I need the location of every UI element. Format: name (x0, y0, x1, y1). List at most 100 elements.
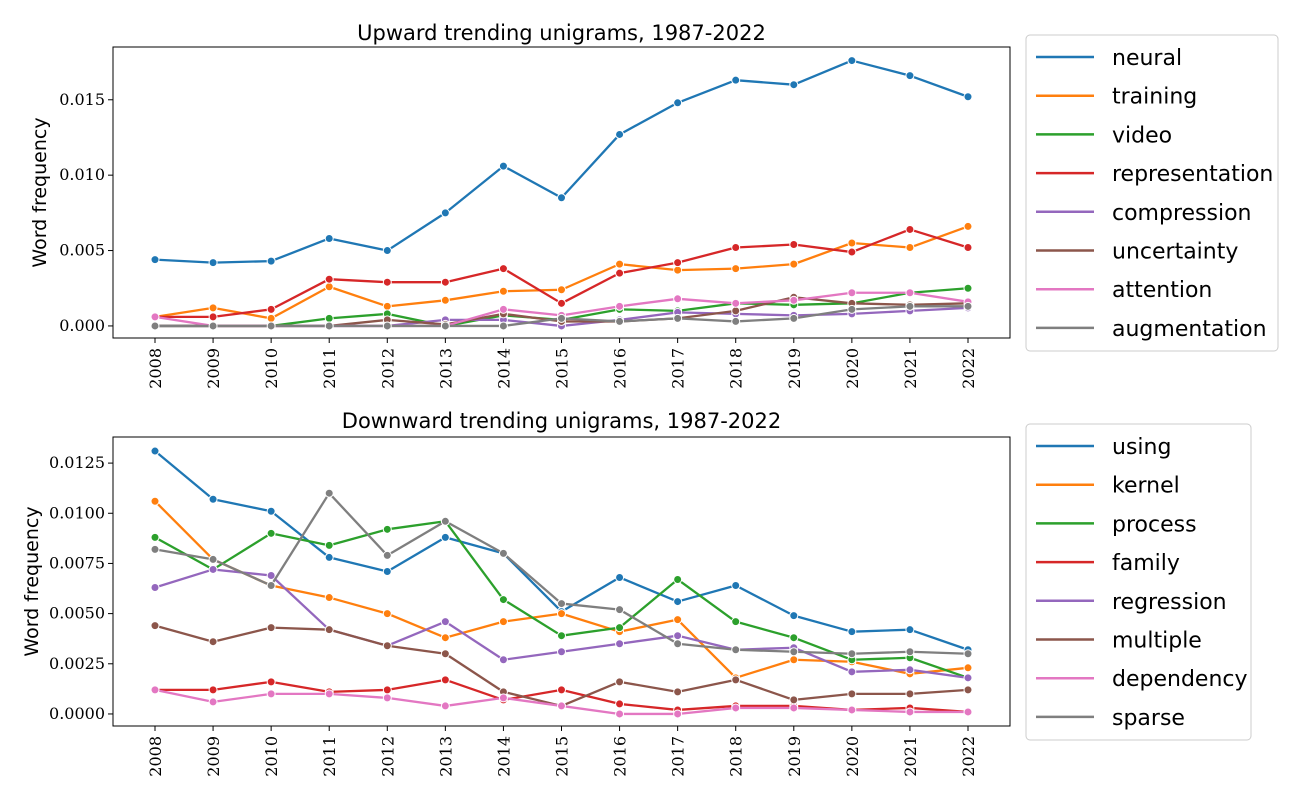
data-point-sparse (615, 605, 625, 615)
data-point-augmentation (498, 321, 508, 331)
data-point-regression (150, 583, 160, 593)
x-tick-label: 2010 (262, 736, 281, 777)
data-point-representation (905, 224, 915, 234)
x-tick-label: 2013 (436, 348, 455, 389)
data-point-training (382, 301, 392, 311)
data-point-neural (208, 258, 218, 268)
data-point-regression (673, 631, 683, 641)
data-point-using (150, 446, 160, 456)
data-point-augmentation (266, 321, 276, 331)
data-point-regression (498, 655, 508, 665)
data-point-sparse (905, 647, 915, 657)
data-point-dependency (208, 697, 218, 707)
data-point-using (847, 627, 857, 637)
x-tick-label: 2019 (785, 348, 804, 389)
data-point-representation (673, 258, 683, 268)
x-tick-label: 2016 (611, 348, 630, 389)
x-tick-label: 2015 (553, 736, 572, 777)
data-point-dependency (557, 701, 566, 711)
data-point-multiple (208, 637, 218, 647)
data-point-attention (498, 304, 508, 314)
data-point-representation (208, 312, 218, 322)
data-point-regression (440, 617, 450, 627)
legend-label-augmentation: augmentation (1112, 317, 1267, 342)
data-point-attention (847, 288, 857, 298)
data-point-dependency (963, 707, 973, 717)
data-point-attention (905, 288, 915, 298)
x-tick-label: 2020 (843, 348, 862, 389)
data-point-family (382, 685, 392, 695)
data-point-family (440, 675, 450, 685)
data-point-representation (615, 268, 625, 278)
data-point-neural (905, 71, 915, 81)
data-point-kernel (498, 617, 508, 627)
y-tick-label: 0.0025 (49, 654, 105, 673)
data-point-neural (382, 246, 392, 256)
data-point-attention (150, 312, 160, 322)
data-point-sparse (208, 554, 218, 564)
data-point-augmentation (963, 301, 973, 311)
data-point-training (615, 259, 625, 269)
data-point-multiple (963, 685, 973, 695)
data-point-multiple (266, 623, 276, 633)
x-tick-label: 2016 (611, 736, 630, 777)
data-point-multiple (440, 649, 450, 659)
x-tick-label: 2017 (669, 736, 688, 777)
data-point-dependency (498, 693, 508, 703)
data-point-using (440, 532, 450, 542)
y-tick-label: 0.0000 (49, 704, 105, 723)
data-point-using (324, 552, 334, 562)
legend-label-dependency: dependency (1112, 667, 1248, 692)
data-point-representation (847, 247, 857, 257)
y-tick-label: 0.0125 (49, 453, 105, 472)
data-point-regression (963, 673, 973, 683)
data-point-training (266, 313, 276, 323)
data-point-neural (557, 193, 566, 203)
data-point-process (557, 631, 566, 641)
data-point-augmentation (440, 321, 450, 331)
data-point-using (789, 611, 799, 621)
legend-label-family: family (1112, 551, 1180, 576)
legend-label-sparse: sparse (1112, 706, 1185, 731)
data-point-dependency (731, 703, 741, 713)
data-point-process (266, 528, 276, 538)
legend-label-video: video (1112, 123, 1172, 148)
data-point-kernel (382, 609, 392, 619)
data-point-regression (905, 665, 915, 675)
data-point-process (789, 633, 799, 643)
data-point-multiple (847, 689, 857, 699)
data-point-using (208, 494, 218, 504)
legend-label-neural: neural (1112, 46, 1182, 71)
data-point-training (557, 285, 566, 295)
y-tick-label: 0.005 (59, 241, 105, 260)
data-point-augmentation (789, 313, 799, 323)
data-point-sparse (789, 647, 799, 657)
y-axis-label: Word frequency (29, 117, 51, 267)
data-point-sparse (847, 649, 857, 659)
data-point-augmentation (905, 301, 915, 311)
x-tick-label: 2008 (146, 348, 165, 389)
data-point-neural (498, 161, 508, 171)
data-point-process (615, 623, 625, 633)
data-point-sparse (673, 639, 683, 649)
data-point-representation (557, 298, 566, 308)
series-dependency (150, 685, 973, 719)
legend-box (1025, 34, 1279, 352)
data-point-training (440, 295, 450, 305)
data-point-family (266, 677, 276, 687)
legend-label-compression: compression (1112, 201, 1252, 226)
data-point-training (324, 282, 334, 292)
data-point-sparse (498, 548, 508, 558)
data-point-process (498, 595, 508, 605)
data-point-augmentation (615, 316, 625, 326)
legend-label-uncertainty: uncertainty (1112, 240, 1238, 265)
data-point-multiple (905, 689, 915, 699)
data-point-neural (789, 80, 799, 90)
data-point-augmentation (150, 321, 160, 331)
data-point-using (382, 566, 392, 576)
chart-panel-1: Upward trending unigrams, 1987-2022 Word … (29, 21, 1279, 389)
data-point-dependency (440, 701, 450, 711)
data-point-regression (208, 564, 218, 574)
data-point-process (382, 524, 392, 534)
data-point-augmentation (382, 321, 392, 331)
